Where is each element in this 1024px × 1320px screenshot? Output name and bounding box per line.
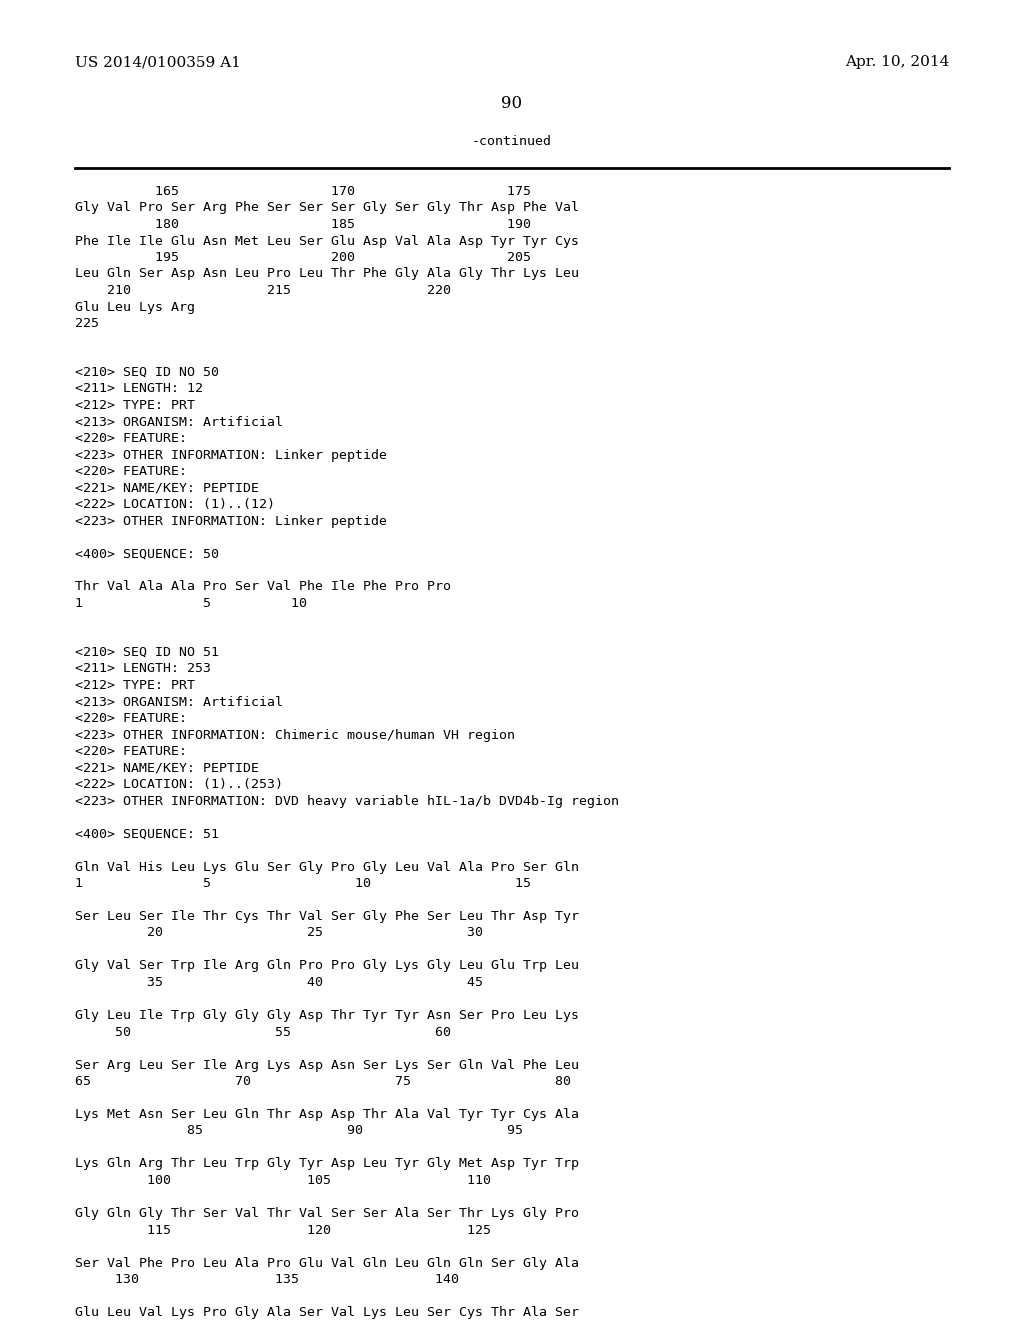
- Text: 85                  90                  95: 85 90 95: [75, 1125, 523, 1138]
- Text: <211> LENGTH: 12: <211> LENGTH: 12: [75, 383, 203, 396]
- Text: -continued: -continued: [472, 135, 552, 148]
- Text: 35                  40                  45: 35 40 45: [75, 975, 483, 989]
- Text: Ser Val Phe Pro Leu Ala Pro Glu Val Gln Leu Gln Gln Ser Gly Ala: Ser Val Phe Pro Leu Ala Pro Glu Val Gln …: [75, 1257, 579, 1270]
- Text: Lys Gln Arg Thr Leu Trp Gly Tyr Asp Leu Tyr Gly Met Asp Tyr Trp: Lys Gln Arg Thr Leu Trp Gly Tyr Asp Leu …: [75, 1158, 579, 1171]
- Text: <213> ORGANISM: Artificial: <213> ORGANISM: Artificial: [75, 696, 283, 709]
- Text: Phe Ile Ile Glu Asn Met Leu Ser Glu Asp Val Ala Asp Tyr Tyr Cys: Phe Ile Ile Glu Asn Met Leu Ser Glu Asp …: [75, 235, 579, 248]
- Text: 195                   200                   205: 195 200 205: [75, 251, 531, 264]
- Text: <210> SEQ ID NO 51: <210> SEQ ID NO 51: [75, 645, 219, 659]
- Text: 100                 105                 110: 100 105 110: [75, 1173, 490, 1187]
- Text: Apr. 10, 2014: Apr. 10, 2014: [845, 55, 949, 69]
- Text: <222> LOCATION: (1)..(12): <222> LOCATION: (1)..(12): [75, 498, 275, 511]
- Text: 20                  25                  30: 20 25 30: [75, 927, 483, 940]
- Text: <223> OTHER INFORMATION: Linker peptide: <223> OTHER INFORMATION: Linker peptide: [75, 449, 387, 462]
- Text: 1               5          10: 1 5 10: [75, 597, 307, 610]
- Text: <220> FEATURE:: <220> FEATURE:: [75, 432, 187, 445]
- Text: 130                 135                 140: 130 135 140: [75, 1272, 459, 1286]
- Text: <220> FEATURE:: <220> FEATURE:: [75, 711, 187, 725]
- Text: Ser Arg Leu Ser Ile Arg Lys Asp Asn Ser Lys Ser Gln Val Phe Leu: Ser Arg Leu Ser Ile Arg Lys Asp Asn Ser …: [75, 1059, 579, 1072]
- Text: 180                   185                   190: 180 185 190: [75, 218, 531, 231]
- Text: Glu Leu Val Lys Pro Gly Ala Ser Val Lys Leu Ser Cys Thr Ala Ser: Glu Leu Val Lys Pro Gly Ala Ser Val Lys …: [75, 1305, 579, 1319]
- Text: Gln Val His Leu Lys Glu Ser Gly Pro Gly Leu Val Ala Pro Ser Gln: Gln Val His Leu Lys Glu Ser Gly Pro Gly …: [75, 861, 579, 874]
- Text: Lys Met Asn Ser Leu Gln Thr Asp Asp Thr Ala Val Tyr Tyr Cys Ala: Lys Met Asn Ser Leu Gln Thr Asp Asp Thr …: [75, 1107, 579, 1121]
- Text: Glu Leu Lys Arg: Glu Leu Lys Arg: [75, 301, 195, 314]
- Text: Ser Leu Ser Ile Thr Cys Thr Val Ser Gly Phe Ser Leu Thr Asp Tyr: Ser Leu Ser Ile Thr Cys Thr Val Ser Gly …: [75, 909, 579, 923]
- Text: <223> OTHER INFORMATION: Linker peptide: <223> OTHER INFORMATION: Linker peptide: [75, 515, 387, 528]
- Text: <221> NAME/KEY: PEPTIDE: <221> NAME/KEY: PEPTIDE: [75, 762, 259, 775]
- Text: 90: 90: [502, 95, 522, 112]
- Text: <220> FEATURE:: <220> FEATURE:: [75, 744, 187, 758]
- Text: <213> ORGANISM: Artificial: <213> ORGANISM: Artificial: [75, 416, 283, 429]
- Text: Gly Leu Ile Trp Gly Gly Gly Asp Thr Tyr Tyr Asn Ser Pro Leu Lys: Gly Leu Ile Trp Gly Gly Gly Asp Thr Tyr …: [75, 1008, 579, 1022]
- Text: US 2014/0100359 A1: US 2014/0100359 A1: [75, 55, 241, 69]
- Text: 1               5                  10                  15: 1 5 10 15: [75, 876, 531, 890]
- Text: <210> SEQ ID NO 50: <210> SEQ ID NO 50: [75, 366, 219, 379]
- Text: 115                 120                 125: 115 120 125: [75, 1224, 490, 1237]
- Text: <212> TYPE: PRT: <212> TYPE: PRT: [75, 399, 195, 412]
- Text: 165                   170                   175: 165 170 175: [75, 185, 531, 198]
- Text: Gly Gln Gly Thr Ser Val Thr Val Ser Ser Ala Ser Thr Lys Gly Pro: Gly Gln Gly Thr Ser Val Thr Val Ser Ser …: [75, 1206, 579, 1220]
- Text: Gly Val Pro Ser Arg Phe Ser Ser Ser Gly Ser Gly Thr Asp Phe Val: Gly Val Pro Ser Arg Phe Ser Ser Ser Gly …: [75, 202, 579, 214]
- Text: <223> OTHER INFORMATION: Chimeric mouse/human VH region: <223> OTHER INFORMATION: Chimeric mouse/…: [75, 729, 515, 742]
- Text: <222> LOCATION: (1)..(253): <222> LOCATION: (1)..(253): [75, 777, 283, 791]
- Text: <211> LENGTH: 253: <211> LENGTH: 253: [75, 663, 211, 676]
- Text: <221> NAME/KEY: PEPTIDE: <221> NAME/KEY: PEPTIDE: [75, 482, 259, 495]
- Text: <212> TYPE: PRT: <212> TYPE: PRT: [75, 678, 195, 692]
- Text: <223> OTHER INFORMATION: DVD heavy variable hIL-1a/b DVD4b-Ig region: <223> OTHER INFORMATION: DVD heavy varia…: [75, 795, 618, 808]
- Text: <400> SEQUENCE: 51: <400> SEQUENCE: 51: [75, 828, 219, 841]
- Text: Thr Val Ala Ala Pro Ser Val Phe Ile Phe Pro Pro: Thr Val Ala Ala Pro Ser Val Phe Ile Phe …: [75, 581, 451, 594]
- Text: <400> SEQUENCE: 50: <400> SEQUENCE: 50: [75, 548, 219, 561]
- Text: Leu Gln Ser Asp Asn Leu Pro Leu Thr Phe Gly Ala Gly Thr Lys Leu: Leu Gln Ser Asp Asn Leu Pro Leu Thr Phe …: [75, 268, 579, 281]
- Text: 65                  70                  75                  80: 65 70 75 80: [75, 1074, 571, 1088]
- Text: <220> FEATURE:: <220> FEATURE:: [75, 465, 187, 478]
- Text: Gly Val Ser Trp Ile Arg Gln Pro Pro Gly Lys Gly Leu Glu Trp Leu: Gly Val Ser Trp Ile Arg Gln Pro Pro Gly …: [75, 960, 579, 973]
- Text: 225: 225: [75, 317, 99, 330]
- Text: 50                  55                  60: 50 55 60: [75, 1026, 451, 1039]
- Text: 210                 215                 220: 210 215 220: [75, 284, 451, 297]
